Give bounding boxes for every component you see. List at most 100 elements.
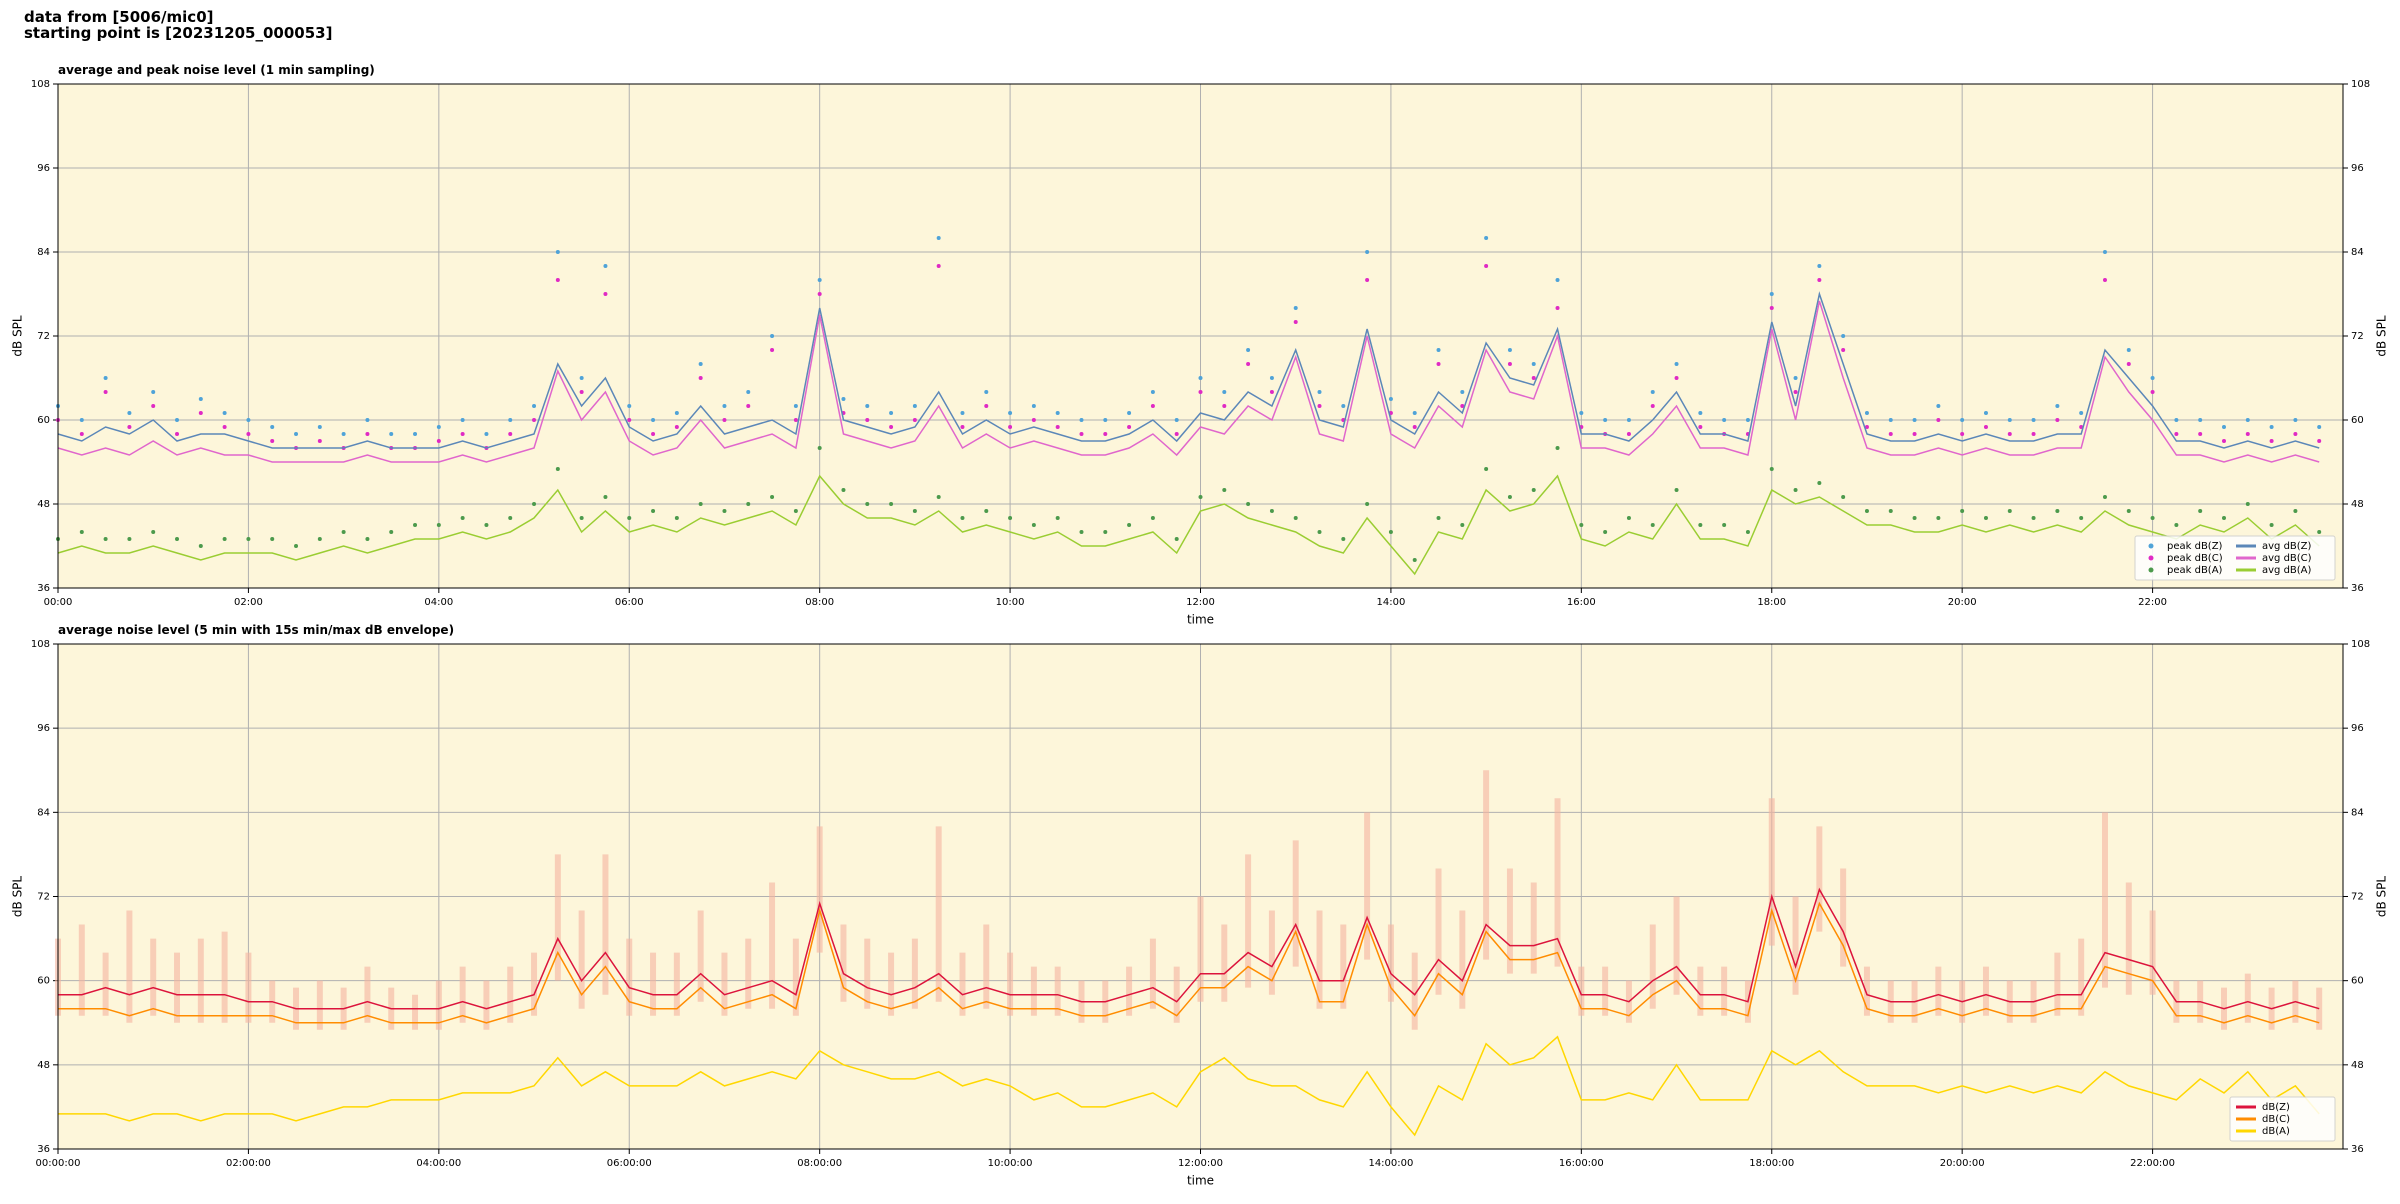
peak-point xyxy=(1650,404,1655,408)
y-tick-label: 72 xyxy=(37,331,50,342)
peak-point xyxy=(1745,530,1750,534)
peak-point xyxy=(532,404,537,408)
peak-point xyxy=(1365,502,1370,506)
peak-point xyxy=(1150,390,1155,394)
peak-point xyxy=(1460,523,1465,527)
peak-point xyxy=(508,418,513,422)
peak-point xyxy=(817,278,822,282)
peak-point xyxy=(1793,376,1798,380)
peak-point xyxy=(770,334,775,338)
peak-point xyxy=(555,467,560,471)
peak-point xyxy=(436,439,441,443)
peak-point xyxy=(1745,418,1750,422)
y-tick-label: 84 xyxy=(37,247,50,258)
peak-point xyxy=(246,432,251,436)
peak-point xyxy=(627,404,632,408)
x-tick-label: 20:00 xyxy=(1948,597,1977,608)
peak-point xyxy=(1436,516,1441,520)
peak-point xyxy=(555,278,560,282)
peak-point xyxy=(627,418,632,422)
peak-point xyxy=(1912,432,1917,436)
peak-point xyxy=(127,425,132,429)
peak-point xyxy=(1912,418,1917,422)
plot-frame xyxy=(57,83,2344,589)
peak-point xyxy=(960,516,965,520)
peak-point xyxy=(294,432,299,436)
x-tick-label: 16:00:00 xyxy=(1559,1158,1604,1169)
peak-point xyxy=(889,425,894,429)
x-tick-label: 12:00:00 xyxy=(1178,1158,1223,1169)
peak-point xyxy=(1388,530,1393,534)
peak-point xyxy=(865,502,870,506)
peak-point xyxy=(2007,418,2012,422)
peak-point xyxy=(222,425,227,429)
peak-point xyxy=(1079,418,1084,422)
peak-point xyxy=(579,376,584,380)
peak-point xyxy=(651,509,656,513)
x-tick-label: 22:00:00 xyxy=(2130,1158,2175,1169)
peak-point xyxy=(2031,516,2036,520)
peak-point xyxy=(1079,432,1084,436)
peak-point xyxy=(770,348,775,352)
peak-point xyxy=(2293,432,2298,436)
peak-point xyxy=(175,537,180,541)
y2-tick-label: 60 xyxy=(2351,415,2364,426)
peak-point xyxy=(960,425,965,429)
peak-point xyxy=(2150,390,2155,394)
peak-point xyxy=(603,292,608,296)
peak-point xyxy=(698,376,703,380)
y-tick-label: 60 xyxy=(37,415,50,426)
peak-point xyxy=(1269,509,1274,513)
peak-point xyxy=(2079,411,2084,415)
peak-point xyxy=(2031,418,2036,422)
chart-title: average noise level (5 min with 15s min/… xyxy=(58,623,454,637)
x-axis-label: time xyxy=(1187,613,1214,627)
peak-point xyxy=(532,502,537,506)
peak-point xyxy=(1174,537,1179,541)
peak-point xyxy=(1698,425,1703,429)
x-tick-label: 04:00 xyxy=(424,597,453,608)
peak-point xyxy=(2221,439,2226,443)
peak-point xyxy=(2293,418,2298,422)
peak-point xyxy=(175,418,180,422)
x-tick-label: 04:00:00 xyxy=(416,1158,461,1169)
y-tick-label: 96 xyxy=(37,723,50,734)
peak-point xyxy=(460,432,465,436)
peak-point xyxy=(1150,404,1155,408)
peak-point xyxy=(912,418,917,422)
peak-point xyxy=(2269,523,2274,527)
peak-point xyxy=(1864,411,1869,415)
y-tick-label: 84 xyxy=(37,807,50,818)
peak-point xyxy=(1436,362,1441,366)
peak-point xyxy=(1484,264,1489,268)
peak-point xyxy=(1674,488,1679,492)
peak-point xyxy=(2055,509,2060,513)
peak-point xyxy=(2102,495,2107,499)
peak-point xyxy=(2150,376,2155,380)
peak-point xyxy=(1507,495,1512,499)
peak-point xyxy=(1769,467,1774,471)
peak-point xyxy=(317,425,322,429)
peak-point xyxy=(2126,362,2131,366)
peak-point xyxy=(2102,278,2107,282)
peak-point xyxy=(746,502,751,506)
peak-point xyxy=(365,418,370,422)
y-tick-label: 48 xyxy=(37,499,50,510)
peak-point xyxy=(603,495,608,499)
peak-point xyxy=(1960,432,1965,436)
peak-point xyxy=(984,404,989,408)
peak-point xyxy=(1341,404,1346,408)
legend-label: dB(C) xyxy=(2262,1114,2290,1125)
peak-point xyxy=(1912,516,1917,520)
peak-point xyxy=(317,537,322,541)
peak-point xyxy=(2221,425,2226,429)
peak-point xyxy=(651,432,656,436)
y-tick-label: 96 xyxy=(37,163,50,174)
peak-point xyxy=(2245,502,2250,506)
legend xyxy=(2229,1096,2336,1142)
peak-point xyxy=(222,411,227,415)
y2-tick-label: 108 xyxy=(2351,79,2370,90)
peak-point xyxy=(1269,376,1274,380)
peak-point xyxy=(603,264,608,268)
peak-point xyxy=(413,523,418,527)
